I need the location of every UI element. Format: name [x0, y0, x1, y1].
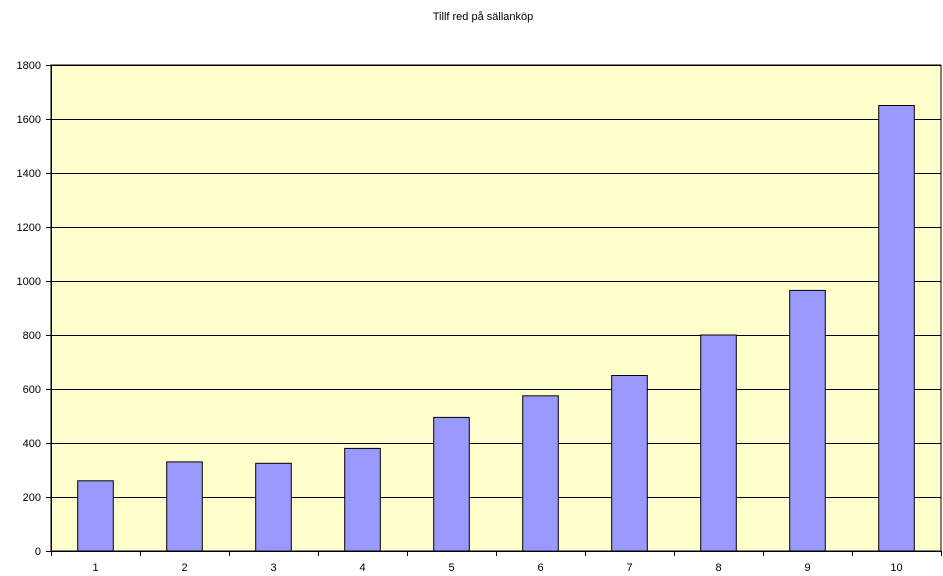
- x-tick-label: 7: [626, 562, 632, 574]
- x-tick-labels: 1 2 3 4 5 6 7 8 9 10: [92, 562, 902, 574]
- bar-2: [166, 461, 203, 552]
- y-tick-label: 1600: [17, 114, 41, 126]
- bar-7: [611, 375, 648, 552]
- x-tick-label: 8: [715, 562, 721, 574]
- bar-9: [789, 289, 826, 552]
- bars: [77, 105, 915, 552]
- y-tick-label: 400: [23, 438, 41, 450]
- x-tick-label: 10: [890, 562, 902, 574]
- x-tick-label: 9: [804, 562, 810, 574]
- y-tick-label: 1800: [17, 60, 41, 72]
- y-tick-label: 1200: [17, 222, 41, 234]
- bar-1: [77, 480, 114, 552]
- axes: [46, 65, 942, 556]
- bar-3: [255, 462, 292, 552]
- x-tick-label: 1: [92, 562, 98, 574]
- x-tick-label: 5: [448, 562, 454, 574]
- bar-10: [878, 105, 915, 552]
- y-tick-labels: 0 200 400 600 800 1000 1200 1400 1600 1800: [17, 60, 41, 558]
- x-tick-label: 3: [270, 562, 276, 574]
- bar-5: [433, 416, 470, 552]
- x-tick-label: 2: [181, 562, 187, 574]
- bar-4: [344, 447, 381, 552]
- bar-6: [522, 395, 559, 552]
- y-tick-label: 600: [23, 384, 41, 396]
- y-tick-label: 1000: [17, 276, 41, 288]
- y-tick-label: 0: [35, 546, 41, 558]
- bar-8: [700, 334, 737, 552]
- x-tick-label: 6: [537, 562, 543, 574]
- chart-title: Tillf red på sällanköp: [433, 11, 533, 23]
- x-tick-label: 4: [359, 562, 365, 574]
- y-tick-label: 1400: [17, 168, 41, 180]
- y-tick-label: 200: [23, 492, 41, 504]
- y-tick-label: 800: [23, 330, 41, 342]
